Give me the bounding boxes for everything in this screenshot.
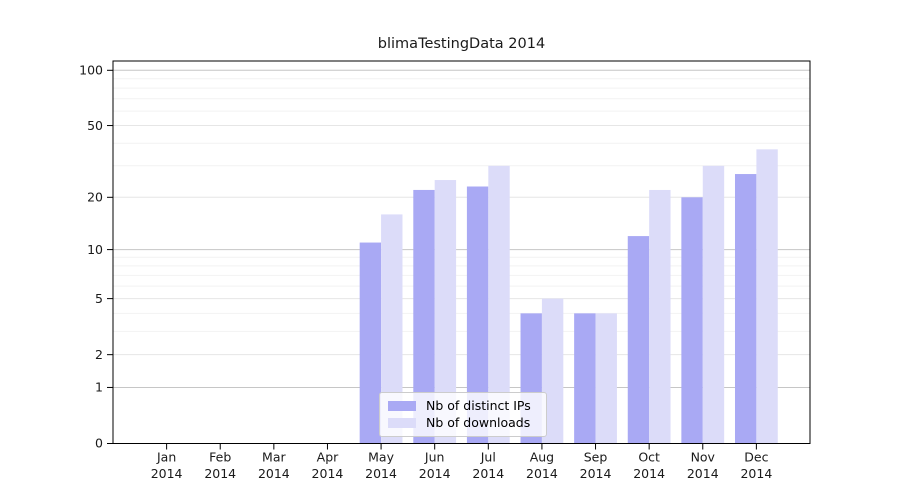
bar-downloads-jul-2014 [488,165,510,444]
y-tick-label: 0 [95,436,103,451]
x-tick-label-year: 2014 [472,466,504,481]
x-tick-label-year: 2014 [633,466,665,481]
bar-distinct-ips-dec-2014 [734,174,757,444]
y-tick-label: 50 [87,118,103,133]
x-tick-label-month: Dec [744,450,768,465]
y-tick-label: 10 [87,242,103,257]
x-tick-label-month: Sep [584,450,608,465]
bar-downloads-nov-2014 [702,165,725,444]
y-tick-label: 1 [95,380,103,395]
legend-label-downloads: Nb of downloads [426,414,531,430]
x-tick-label-year: 2014 [526,466,558,481]
y-tick-label: 2 [95,347,103,362]
y-tick-label: 20 [87,190,103,205]
bar-downloads-sep-2014 [595,313,617,444]
x-tick-label-month: Feb [209,450,231,465]
y-tick-label: 100 [79,63,103,78]
x-tick-label-year: 2014 [580,466,612,481]
legend-label-distinct-ips: Nb of distinct IPs [426,398,531,413]
x-tick-label-year: 2014 [419,466,451,481]
legend: Nb of distinct IPs Nb of downloads [379,392,547,437]
legend-item-distinct-ips: Nb of distinct IPs [388,398,538,413]
x-tick-label-month: Jan [156,450,176,465]
legend-swatch-downloads-icon [388,417,416,428]
x-tick-label-year: 2014 [365,466,397,481]
x-tick-label-month: Oct [638,450,660,465]
x-tick-label-year: 2014 [740,466,772,481]
x-tick-label-month: May [368,450,394,465]
x-tick-label-month: Jun [424,450,445,465]
plot-border [112,60,811,444]
x-tick-label-year: 2014 [687,466,719,481]
bar-downloads-jun-2014 [434,180,457,444]
x-tick-label-month: Apr [317,450,339,465]
chart-title: blimaTestingData 2014 [377,36,546,52]
bar-distinct-ips-sep-2014 [574,313,596,444]
bar-downloads-may-2014 [381,214,403,444]
x-tick-label-month: Mar [262,450,286,465]
x-tick-label-month: Aug [530,450,554,465]
x-tick-label-year: 2014 [312,466,344,481]
x-tick-label-year: 2014 [151,466,183,481]
bar-downloads-oct-2014 [649,189,671,444]
bar-downloads-aug-2014 [541,298,564,444]
x-tick-label-month: Nov [691,450,716,465]
bar-downloads-dec-2014 [756,149,778,444]
bar-distinct-ips-may-2014 [359,242,382,444]
legend-swatch-distinct-ips-icon [388,401,416,412]
bar-distinct-ips-nov-2014 [681,197,703,444]
x-tick-label-year: 2014 [258,466,290,481]
bar-distinct-ips-oct-2014 [627,236,650,444]
bar-distinct-ips-jul-2014 [466,186,489,444]
x-tick-label-month: Jul [480,450,496,465]
y-tick-label: 5 [95,291,103,306]
legend-item-downloads: Nb of downloads [388,414,538,430]
x-tick-label-year: 2014 [204,466,236,481]
bar-distinct-ips-jun-2014 [413,189,435,444]
